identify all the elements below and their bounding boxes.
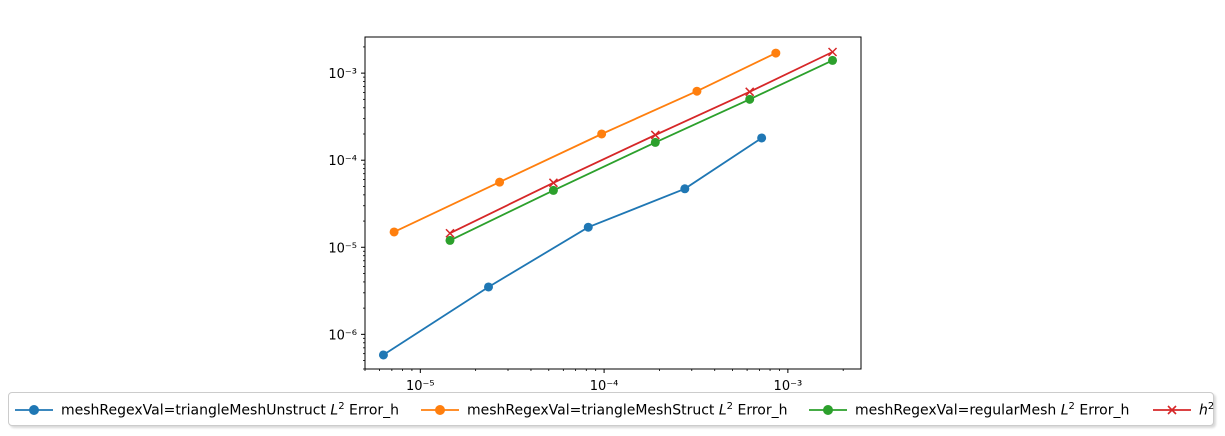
data-point	[828, 55, 838, 65]
data-point	[745, 94, 755, 104]
x-tick-label: 10⁻³	[774, 379, 803, 394]
x-tick-label: 10⁻⁵	[406, 379, 435, 394]
series-3	[445, 47, 838, 238]
data-point	[548, 178, 558, 188]
series-line	[382, 137, 763, 356]
data-point	[548, 185, 558, 195]
data-point	[650, 137, 660, 147]
axis-ticks: 10⁻⁵ 10⁻⁴ 10⁻³ 10⁻⁶ 10⁻⁵ 10⁻⁴ 10⁻³	[328, 46, 844, 394]
legend-label: h2	[1199, 401, 1215, 419]
data-point	[771, 48, 781, 58]
data-point	[583, 222, 593, 232]
data-point	[445, 228, 455, 238]
series-line	[393, 52, 777, 233]
data-point	[378, 350, 388, 360]
data-point	[757, 133, 767, 143]
series-layer	[378, 47, 838, 360]
axes-frame	[364, 36, 862, 370]
data-point	[445, 235, 455, 245]
legend-marker-circle-icon	[809, 405, 847, 415]
data-point	[495, 177, 505, 187]
legend-label: meshRegexVal=triangleMeshUnstruct L2 Err…	[61, 401, 400, 419]
legend-marker-circle-icon	[15, 405, 53, 415]
y-tick-label: 10⁻⁶	[328, 328, 357, 343]
series-2	[445, 55, 838, 245]
legend-label: meshRegexVal=triangleMeshStruct L2 Error…	[467, 401, 788, 419]
series-1	[389, 48, 781, 237]
legend-item-triangle-struct: meshRegexVal=triangleMeshStruct L2 Error…	[421, 393, 787, 427]
y-tick-label: 10⁻³	[328, 67, 357, 82]
x-tick-label: 10⁻⁴	[590, 379, 619, 394]
data-point	[389, 227, 399, 237]
data-point	[484, 282, 494, 292]
y-tick-label: 10⁻⁴	[328, 154, 357, 169]
data-point	[828, 47, 838, 57]
data-point	[650, 130, 660, 140]
legend-item-triangle-unstruct: meshRegexVal=triangleMeshUnstruct L2 Err…	[15, 393, 399, 427]
series-line	[449, 59, 833, 242]
y-tick-label: 10⁻⁵	[328, 241, 357, 256]
legend-marker-circle-icon	[421, 405, 459, 415]
legend-item-h2: h2	[1153, 393, 1214, 427]
legend-marker-x-icon	[1153, 405, 1191, 415]
data-point	[692, 86, 702, 96]
legend-item-regular-mesh: meshRegexVal=regularMesh L2 Error_h	[809, 393, 1129, 427]
data-point	[745, 87, 755, 97]
legend-label: meshRegexVal=regularMesh L2 Error_h	[855, 401, 1130, 419]
data-point	[680, 184, 690, 194]
legend: meshRegexVal=triangleMeshUnstruct L2 Err…	[8, 392, 1214, 426]
series-0	[378, 133, 767, 360]
data-point	[597, 129, 607, 139]
